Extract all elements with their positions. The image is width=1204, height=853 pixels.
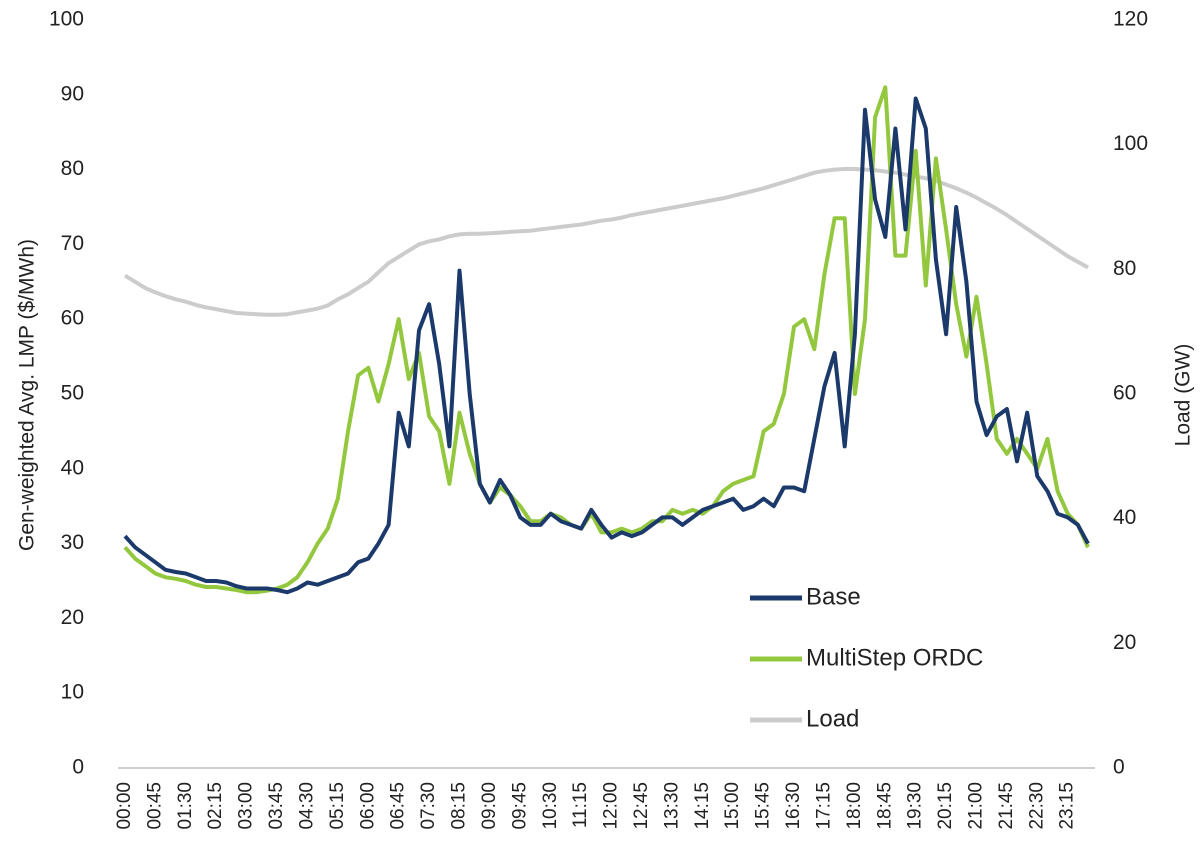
x-tick-label: 19:30 xyxy=(905,782,926,830)
y-tick-label: 100 xyxy=(49,8,84,31)
y2-tick-label: 60 xyxy=(1113,382,1136,405)
y-axis-label: Gen-weighted Avg. LMP ($/MWh) xyxy=(16,239,39,551)
y-tick-label: 10 xyxy=(61,681,84,704)
x-tick-label: 03:45 xyxy=(266,782,287,830)
y-tick-label: 60 xyxy=(61,307,84,330)
y-tick-label: 90 xyxy=(61,82,84,105)
x-tick-label: 07:30 xyxy=(418,782,439,830)
x-tick-label: 15:00 xyxy=(722,782,743,830)
x-tick-label: 17:15 xyxy=(813,782,834,830)
y-tick-label: 30 xyxy=(61,531,84,554)
y-tick-label: 40 xyxy=(61,456,84,479)
x-tick-label: 11:15 xyxy=(570,782,591,828)
x-tick-label: 06:45 xyxy=(388,782,409,830)
x-tick-label: 02:15 xyxy=(205,782,226,830)
x-tick-label: 12:00 xyxy=(601,782,622,830)
x-tick-label: 05:15 xyxy=(327,782,348,830)
legend-label: MultiStep ORDC xyxy=(806,644,983,671)
x-tick-label: 00:45 xyxy=(144,782,165,830)
y-tick-label: 20 xyxy=(61,606,84,629)
x-tick-label: 20:15 xyxy=(935,782,956,830)
y2-tick-label: 80 xyxy=(1113,257,1136,280)
legend-label: Base xyxy=(806,583,861,610)
x-tick-label: 22:30 xyxy=(1026,782,1047,830)
x-tick-label: 04:30 xyxy=(296,782,317,830)
x-tick-label: 03:00 xyxy=(236,782,257,830)
y2-tick-label: 120 xyxy=(1113,8,1148,31)
legend-label: Load xyxy=(806,705,859,732)
x-tick-label: 23:15 xyxy=(1057,782,1078,830)
series-line xyxy=(123,96,1090,595)
x-tick-label: 12:45 xyxy=(631,782,652,830)
y-tick-label: 80 xyxy=(61,157,84,180)
x-tick-label: 18:00 xyxy=(844,782,865,830)
x-tick-label: 09:00 xyxy=(479,782,500,830)
x-tick-label: 10:30 xyxy=(540,782,561,830)
series-line xyxy=(123,85,1090,595)
x-tick-label: 01:30 xyxy=(175,782,196,830)
y2-tick-label: 100 xyxy=(1113,132,1148,155)
x-tick-label: 13:30 xyxy=(661,782,682,830)
x-tick-label: 21:00 xyxy=(966,782,987,830)
x-tick-label: 09:45 xyxy=(509,782,530,830)
y2-tick-label: 20 xyxy=(1113,631,1136,654)
x-tick-label: 15:45 xyxy=(753,782,774,830)
y2-axis-label: Load (GW) xyxy=(1172,344,1195,447)
y-tick-label: 0 xyxy=(72,756,84,779)
x-tick-label: 21:45 xyxy=(996,782,1017,830)
x-tick-label: 06:00 xyxy=(357,782,378,830)
y2-tick-label: 0 xyxy=(1113,756,1125,779)
y2-tick-label: 40 xyxy=(1113,506,1136,529)
x-tick-label: 14:15 xyxy=(692,782,713,830)
x-tick-label: 00:00 xyxy=(114,782,135,830)
series-line xyxy=(123,167,1089,317)
y-tick-label: 70 xyxy=(61,232,84,255)
y-tick-label: 50 xyxy=(61,382,84,405)
x-tick-label: 18:45 xyxy=(874,782,895,830)
x-tick-label: 16:30 xyxy=(783,782,804,830)
x-tick-label: 08:15 xyxy=(449,782,470,830)
